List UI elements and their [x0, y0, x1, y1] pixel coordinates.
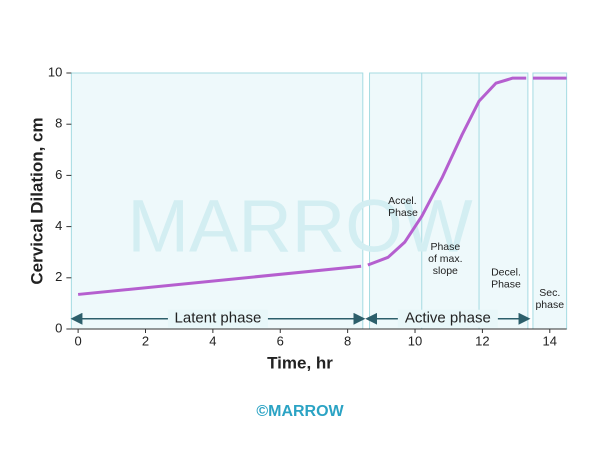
x-tick-label: 4 — [209, 333, 216, 348]
y-tick-label: 8 — [55, 116, 62, 131]
y-tick-label: 6 — [55, 167, 62, 182]
phase-annotation: Decel. — [491, 266, 521, 278]
y-axis-label: Cervical Dilation, cm — [27, 117, 46, 284]
dilation-curve — [77, 76, 567, 296]
x-tick-label: 12 — [475, 333, 489, 348]
x-tick-label: 0 — [74, 333, 81, 348]
y-tick-label: 10 — [48, 64, 62, 79]
phase-label: Latent phase — [175, 310, 262, 327]
phase-annotation: Accel. — [388, 195, 417, 207]
x-tick-label: 10 — [408, 333, 422, 348]
y-tick-label: 0 — [55, 320, 62, 335]
arrow-label-bg — [397, 309, 498, 328]
phase-panel — [369, 72, 529, 330]
watermark: MARROW — [127, 185, 472, 268]
x-tick-label: 6 — [277, 333, 284, 348]
x-tick-label: 2 — [142, 333, 149, 348]
phase-annotation: of max. — [428, 253, 462, 265]
phase-annotation: slope — [433, 265, 458, 277]
phase-annotation: Phase — [491, 278, 521, 290]
y-tick-label: 4 — [55, 218, 62, 233]
footer-logo: ©MARROW — [256, 403, 344, 420]
x-tick-label: 8 — [344, 333, 351, 348]
x-axis-label: Time, hr — [267, 353, 333, 372]
phase-annotation: phase — [535, 299, 564, 311]
phase-annotation: Sec. — [539, 287, 560, 299]
y-tick-label: 2 — [55, 269, 62, 284]
x-tick-label: 14 — [543, 333, 557, 348]
arrow-label-bg — [167, 309, 268, 328]
phase-label: Active phase — [405, 310, 491, 327]
phase-annotation: Phase — [430, 241, 460, 253]
phase-annotation: Phase — [388, 207, 418, 219]
phase-panel — [532, 72, 568, 330]
phase-panel — [70, 72, 364, 330]
